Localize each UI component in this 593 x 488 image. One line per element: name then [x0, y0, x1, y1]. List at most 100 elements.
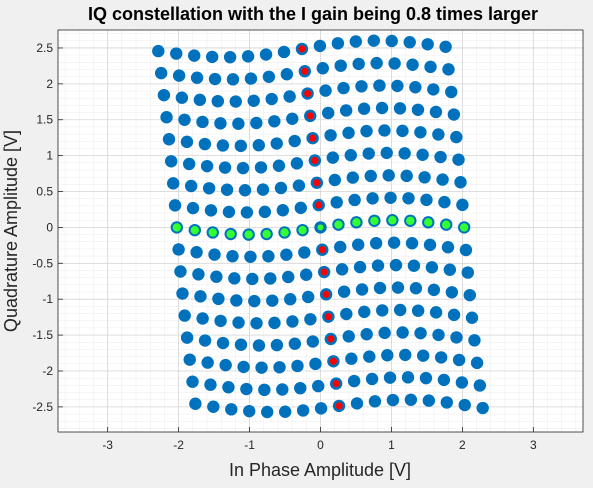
y-tick-label: 0 — [46, 220, 53, 234]
constellation-point — [214, 314, 227, 328]
i-axis-point — [388, 216, 397, 225]
constellation-point — [262, 250, 275, 263]
constellation-point — [345, 352, 358, 365]
constellation-point — [170, 47, 183, 60]
constellation-point — [347, 374, 361, 388]
constellation-point — [282, 270, 295, 284]
constellation-point — [380, 146, 393, 160]
constellation-point — [337, 285, 351, 298]
constellation-point — [230, 294, 243, 307]
constellation-point — [226, 249, 239, 263]
constellation-point — [348, 193, 361, 207]
constellation-point — [401, 371, 415, 384]
q-axis-point — [298, 45, 306, 53]
constellation-point — [186, 375, 199, 388]
constellation-point — [268, 316, 281, 330]
constellation-point — [250, 116, 263, 130]
constellation-point — [178, 113, 191, 126]
constellation-point — [360, 328, 373, 341]
constellation-point — [194, 290, 207, 303]
constellation-point — [306, 335, 320, 348]
constellation-point — [298, 246, 311, 259]
constellation-point — [244, 250, 257, 263]
constellation-point — [387, 236, 401, 249]
constellation-point — [419, 371, 433, 385]
constellation-point — [280, 68, 294, 81]
x-tick-label: -3 — [102, 438, 113, 452]
constellation-point — [373, 281, 387, 295]
i-axis-point — [208, 228, 217, 237]
constellation-point — [225, 403, 238, 416]
constellation-point — [351, 238, 365, 251]
constellation-point — [476, 401, 489, 415]
constellation-point — [437, 373, 451, 387]
constellation-point — [388, 57, 401, 70]
constellation-point — [352, 57, 365, 71]
y-axis-label: Quadrature Amplitude [V] — [1, 130, 21, 332]
constellation-point — [407, 259, 421, 272]
constellation-point — [259, 48, 273, 61]
constellation-point — [190, 246, 203, 259]
constellation-point — [344, 149, 357, 162]
constellation-point — [228, 272, 241, 285]
constellation-point — [214, 117, 227, 130]
constellation-point — [375, 101, 389, 115]
constellation-point — [226, 73, 240, 86]
y-tick-label: 1.5 — [36, 113, 53, 127]
constellation-point — [450, 331, 463, 344]
constellation-point — [378, 326, 391, 340]
constellation-point — [337, 81, 350, 95]
q-axis-point — [335, 402, 343, 410]
constellation-point — [265, 92, 278, 106]
constellation-point — [270, 338, 284, 352]
constellation-point — [427, 283, 441, 297]
constellation-point — [385, 34, 398, 48]
constellation-point — [399, 348, 412, 362]
origin-point — [317, 223, 324, 231]
constellation-point — [222, 205, 236, 219]
constellation-point — [434, 351, 448, 364]
constellation-point — [465, 311, 479, 324]
constellation-point — [441, 241, 455, 254]
constellation-point — [403, 36, 416, 49]
constellation-point — [439, 40, 452, 53]
constellation-point — [396, 326, 409, 339]
constellation-point — [277, 45, 291, 59]
constellation-point — [219, 358, 232, 372]
constellation-point — [254, 161, 268, 174]
constellation-point — [440, 396, 453, 409]
x-tick-label: 2 — [459, 438, 466, 452]
i-axis-point — [262, 229, 271, 239]
constellation-point — [382, 169, 395, 182]
q-axis-point — [313, 179, 321, 187]
constellation-point — [366, 192, 379, 205]
constellation-point — [204, 378, 217, 391]
i-axis-point — [424, 218, 433, 227]
constellation-point — [450, 130, 463, 144]
constellation-point — [240, 382, 253, 396]
constellation-point — [349, 35, 363, 48]
constellation-point — [212, 292, 225, 306]
q-axis-point — [303, 89, 312, 98]
constellation-point — [174, 265, 187, 278]
constellation-point — [276, 204, 290, 217]
constellation-point — [447, 108, 461, 121]
constellation-point — [292, 179, 306, 192]
constellation-point — [423, 238, 437, 252]
constellation-point — [273, 361, 286, 374]
constellation-point — [196, 115, 209, 129]
constellation-point — [362, 147, 375, 160]
constellation-point — [312, 379, 325, 393]
constellation-point — [192, 268, 205, 281]
constellation-point — [205, 50, 219, 64]
constellation-point — [324, 129, 337, 142]
i-axis-point — [459, 223, 469, 232]
constellation-point — [186, 201, 200, 215]
constellation-point — [414, 326, 427, 340]
constellation-point — [371, 259, 385, 272]
constellation-point — [246, 272, 259, 286]
constellation-point — [367, 34, 380, 47]
constellation-point — [237, 360, 250, 374]
constellation-point — [463, 288, 477, 302]
